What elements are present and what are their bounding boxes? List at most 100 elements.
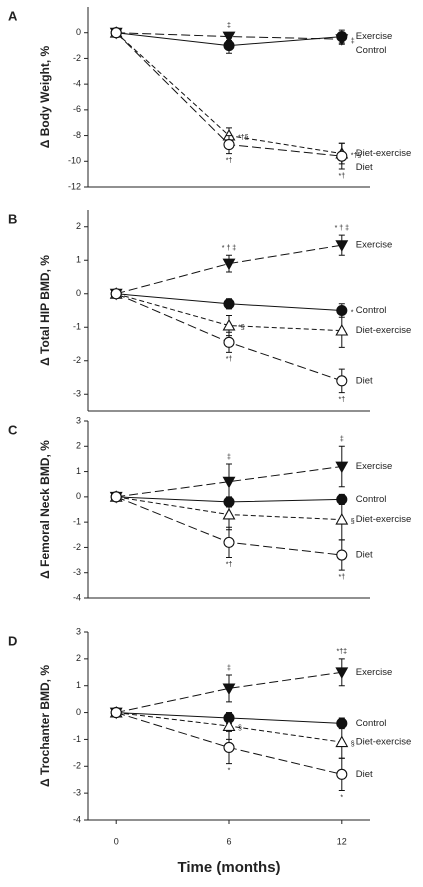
significance-label: * — [340, 794, 343, 801]
series-label: Diet — [356, 162, 373, 173]
series-label: Control — [356, 718, 387, 729]
panel-label: B — [8, 211, 17, 226]
series-label: Diet-exercise — [356, 514, 411, 525]
significance-label: § — [351, 741, 355, 748]
series-label: Control — [356, 305, 387, 316]
significance-label: ‡ — [340, 436, 344, 443]
significance-label: * — [228, 767, 231, 774]
marker — [336, 375, 348, 387]
significance-label: * † ‡ — [335, 225, 350, 232]
significance-label: * — [351, 309, 354, 316]
marker — [335, 667, 349, 679]
y-tick-label: -1 — [73, 322, 81, 332]
y-tick-label: 2 — [76, 653, 81, 663]
y-tick-label: 3 — [76, 415, 81, 425]
panel-label: A — [8, 8, 18, 23]
y-axis-label: Δ Total HIP BMD, % — [38, 255, 52, 366]
y-tick-label: 2 — [76, 221, 81, 231]
significance-label: *† — [338, 173, 345, 180]
marker — [110, 27, 122, 39]
marker — [223, 139, 235, 151]
y-tick-label: -1 — [73, 517, 81, 527]
series-label: Diet-exercise — [356, 148, 411, 159]
y-tick-label: -1 — [73, 734, 81, 744]
significance-label: § — [238, 725, 242, 732]
series-label: Diet-exercise — [356, 325, 411, 336]
marker — [222, 719, 236, 731]
marker — [335, 461, 349, 474]
x-tick-label: 0 — [114, 836, 119, 846]
significance-label: § — [351, 518, 355, 525]
x-tick-label: 6 — [226, 836, 231, 846]
y-tick-label: -3 — [73, 567, 81, 577]
panel-label: D — [8, 633, 17, 648]
significance-label: ‡ — [227, 665, 231, 672]
marker — [222, 318, 236, 331]
y-tick-label: -2 — [73, 761, 81, 771]
significance-label: *†§ — [351, 152, 362, 159]
series-line — [116, 466, 342, 498]
marker — [335, 735, 349, 748]
series-label: Diet — [356, 375, 373, 386]
significance-label: *†‡ — [337, 649, 348, 656]
marker — [222, 258, 236, 271]
y-tick-label: -2 — [73, 542, 81, 552]
y-tick-label: 3 — [76, 626, 81, 636]
y-tick-label: 0 — [76, 707, 81, 717]
significance-label: ‡ — [227, 454, 231, 461]
significance-label: *† — [338, 396, 345, 403]
y-axis-label: Δ Femoral Neck BMD, % — [38, 440, 52, 579]
significance-label: *† — [226, 157, 233, 164]
y-tick-label: -12 — [68, 181, 81, 191]
significance-label: *§ — [238, 324, 245, 331]
y-tick-label: -2 — [73, 53, 81, 63]
series-label: Control — [356, 45, 387, 56]
y-tick-label: -10 — [68, 156, 81, 166]
series-label: Exercise — [356, 461, 392, 472]
y-tick-label: -8 — [73, 130, 81, 140]
panel-label: C — [8, 422, 18, 437]
y-axis-label: Δ Trochanter BMD, % — [38, 665, 52, 787]
marker — [335, 323, 349, 336]
marker — [223, 40, 235, 52]
marker — [336, 150, 348, 162]
series-label: Diet-exercise — [356, 737, 411, 748]
y-tick-label: 1 — [76, 255, 81, 265]
series-label: Diet — [356, 769, 373, 780]
y-tick-label: -4 — [73, 592, 81, 602]
y-axis-label: Δ Body Weight, % — [38, 45, 52, 148]
marker — [335, 240, 349, 252]
series-line — [116, 293, 342, 332]
y-tick-label: -3 — [73, 788, 81, 798]
marker — [223, 536, 235, 548]
marker — [335, 512, 349, 525]
marker — [336, 549, 348, 561]
marker — [222, 476, 236, 489]
significance-label: *†§ — [238, 134, 249, 141]
marker — [110, 491, 122, 503]
y-tick-label: -3 — [73, 389, 81, 399]
x-tick-label: 12 — [337, 836, 347, 846]
y-tick-label: -4 — [73, 79, 81, 89]
y-tick-label: 0 — [76, 27, 81, 37]
marker — [110, 288, 122, 300]
significance-label: ‡ — [351, 38, 355, 45]
series-label: Exercise — [356, 31, 392, 42]
marker — [336, 31, 348, 43]
marker — [222, 507, 236, 520]
y-tick-label: 2 — [76, 441, 81, 451]
marker — [223, 741, 235, 754]
series-label: Control — [356, 494, 387, 505]
series-label: Exercise — [356, 667, 392, 678]
y-tick-label: 1 — [76, 680, 81, 690]
significance-label: ‡ — [227, 23, 231, 30]
marker — [223, 336, 235, 348]
marker — [222, 31, 236, 44]
y-tick-label: -2 — [73, 355, 81, 365]
y-tick-label: 1 — [76, 466, 81, 476]
y-tick-label: 0 — [76, 288, 81, 298]
significance-label: * † ‡ — [222, 245, 237, 252]
marker — [336, 768, 348, 780]
y-tick-label: -6 — [73, 104, 81, 114]
